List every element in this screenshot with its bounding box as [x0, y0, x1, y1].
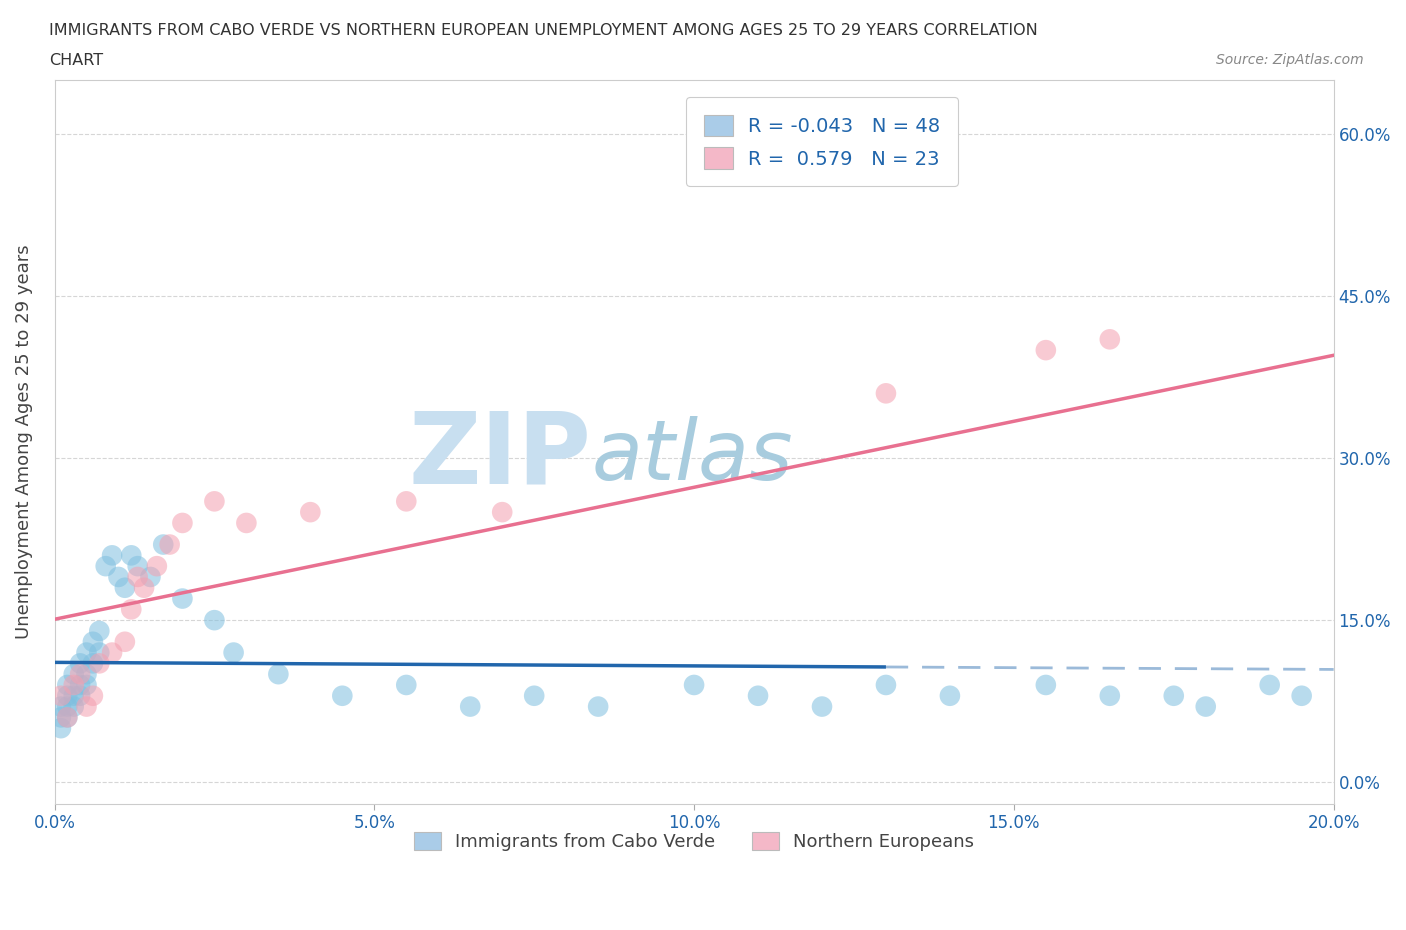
Text: atlas: atlas: [592, 416, 793, 497]
Point: [62, 667, 84, 682]
Point: [146, 559, 169, 574]
Point: [56, 688, 79, 703]
Point: [120, 602, 142, 617]
Point: [747, 688, 769, 703]
Point: [458, 699, 481, 714]
Point: [491, 505, 513, 520]
Point: [1035, 678, 1057, 693]
Point: [172, 591, 194, 606]
Point: [56, 678, 79, 693]
Point: [1163, 688, 1185, 703]
Point: [49, 710, 72, 724]
Point: [62, 678, 84, 693]
Point: [172, 515, 194, 530]
Point: [62, 688, 84, 703]
Point: [62, 699, 84, 714]
Point: [204, 494, 226, 509]
Point: [69, 678, 91, 693]
Point: [101, 548, 124, 563]
Point: [1098, 688, 1121, 703]
Point: [1035, 342, 1057, 357]
Text: CHART: CHART: [49, 53, 103, 68]
Point: [523, 688, 546, 703]
Point: [1291, 688, 1313, 703]
Point: [683, 678, 706, 693]
Point: [56, 699, 79, 714]
Point: [69, 656, 91, 671]
Point: [330, 688, 353, 703]
Point: [107, 569, 129, 584]
Point: [89, 645, 111, 660]
Point: [94, 559, 117, 574]
Point: [152, 538, 174, 552]
Point: [114, 580, 136, 595]
Point: [1258, 678, 1281, 693]
Point: [939, 688, 962, 703]
Point: [114, 634, 136, 649]
Point: [395, 494, 418, 509]
Point: [56, 710, 79, 724]
Point: [89, 656, 111, 671]
Point: [204, 613, 226, 628]
Point: [127, 559, 149, 574]
Point: [49, 699, 72, 714]
Point: [139, 569, 162, 584]
Text: ZIP: ZIP: [409, 408, 592, 505]
Point: [69, 688, 91, 703]
Point: [159, 538, 181, 552]
Point: [120, 548, 142, 563]
Point: [586, 699, 609, 714]
Point: [395, 678, 418, 693]
Point: [267, 667, 290, 682]
Point: [69, 667, 91, 682]
Point: [49, 721, 72, 736]
Point: [76, 678, 98, 693]
Text: Source: ZipAtlas.com: Source: ZipAtlas.com: [1216, 53, 1364, 67]
Point: [82, 688, 104, 703]
Point: [56, 710, 79, 724]
Text: IMMIGRANTS FROM CABO VERDE VS NORTHERN EUROPEAN UNEMPLOYMENT AMONG AGES 25 TO 29: IMMIGRANTS FROM CABO VERDE VS NORTHERN E…: [49, 23, 1038, 38]
Point: [1098, 332, 1121, 347]
Point: [875, 386, 897, 401]
Point: [101, 645, 124, 660]
Point: [82, 634, 104, 649]
Point: [1195, 699, 1218, 714]
Y-axis label: Unemployment Among Ages 25 to 29 years: Unemployment Among Ages 25 to 29 years: [15, 245, 32, 639]
Point: [127, 569, 149, 584]
Point: [76, 667, 98, 682]
Point: [76, 645, 98, 660]
Point: [89, 623, 111, 638]
Legend: Immigrants from Cabo Verde, Northern Europeans: Immigrants from Cabo Verde, Northern Eur…: [405, 822, 983, 860]
Point: [76, 699, 98, 714]
Point: [299, 505, 322, 520]
Point: [222, 645, 245, 660]
Point: [49, 688, 72, 703]
Point: [875, 678, 897, 693]
Point: [811, 699, 834, 714]
Point: [132, 580, 155, 595]
Point: [82, 656, 104, 671]
Point: [235, 515, 257, 530]
